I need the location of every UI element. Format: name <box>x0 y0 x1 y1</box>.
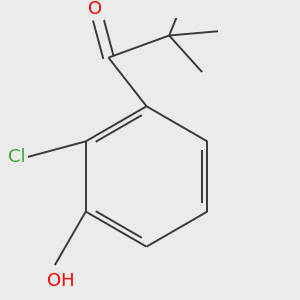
Text: OH: OH <box>46 272 74 290</box>
Text: Cl: Cl <box>8 148 26 166</box>
Text: O: O <box>88 0 103 18</box>
